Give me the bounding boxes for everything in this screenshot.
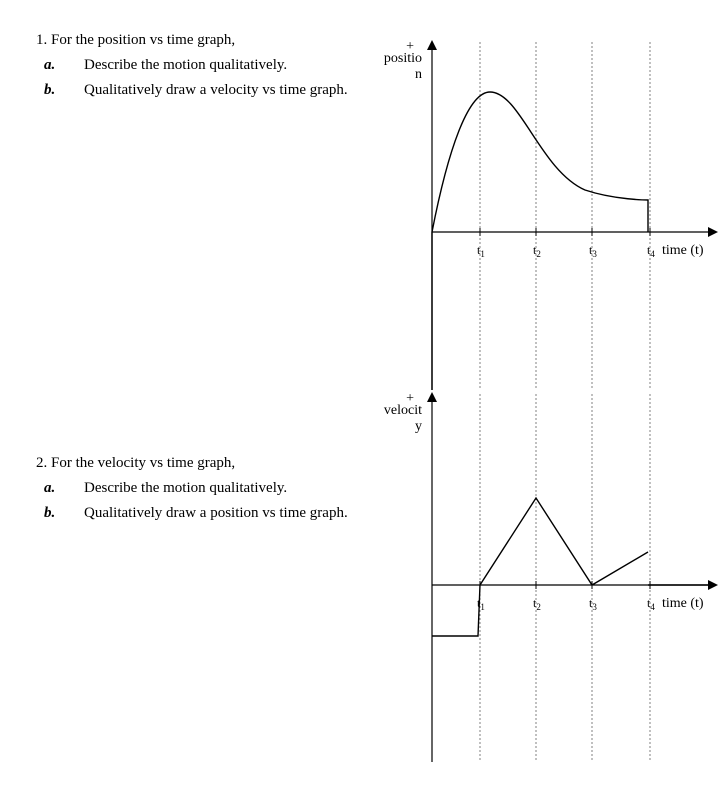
svg-text:+: + bbox=[406, 391, 414, 406]
svg-text:n: n bbox=[415, 67, 422, 82]
q1-b-text: Qualitatively draw a velocity vs time gr… bbox=[84, 80, 348, 101]
q2-b-letter: b. bbox=[44, 503, 60, 524]
q2-a-text: Describe the motion qualitatively. bbox=[84, 478, 287, 499]
q2-a-letter: a. bbox=[44, 478, 60, 499]
svg-text:t4: t4 bbox=[647, 243, 655, 259]
svg-text:t2: t2 bbox=[533, 596, 541, 612]
q1-stem: 1. For the position vs time graph, bbox=[36, 30, 406, 51]
svg-text:velocit: velocit bbox=[384, 403, 422, 418]
svg-text:time (t): time (t) bbox=[662, 243, 704, 258]
position-time-graph: t1t2t3t4time (t)+position bbox=[0, 0, 726, 785]
question-2: 2. For the velocity vs time graph, a. De… bbox=[36, 453, 426, 524]
svg-text:time (t): time (t) bbox=[662, 596, 704, 611]
svg-text:t1: t1 bbox=[477, 243, 485, 259]
q2-part-b: b. Qualitatively draw a position vs time… bbox=[44, 503, 426, 524]
q1-a-text: Describe the motion qualitatively. bbox=[84, 55, 287, 76]
q1-a-letter: a. bbox=[44, 55, 60, 76]
svg-text:t3: t3 bbox=[589, 243, 597, 259]
svg-text:+: + bbox=[406, 39, 414, 54]
q2-stem: 2. For the velocity vs time graph, bbox=[36, 453, 426, 474]
velocity-time-graph: t1t2t3t4time (t)+velocity bbox=[0, 0, 726, 785]
q1-b-letter: b. bbox=[44, 80, 60, 101]
q1-part-b: b. Qualitatively draw a velocity vs time… bbox=[44, 80, 406, 101]
svg-text:t2: t2 bbox=[533, 243, 541, 259]
svg-text:t4: t4 bbox=[647, 596, 655, 612]
svg-text:t1: t1 bbox=[477, 596, 485, 612]
question-1: 1. For the position vs time graph, a. De… bbox=[36, 30, 406, 101]
q2-part-a: a. Describe the motion qualitatively. bbox=[44, 478, 426, 499]
q2-b-text: Qualitatively draw a position vs time gr… bbox=[84, 503, 348, 524]
svg-text:t3: t3 bbox=[589, 596, 597, 612]
svg-text:y: y bbox=[415, 419, 422, 434]
q1-part-a: a. Describe the motion qualitatively. bbox=[44, 55, 406, 76]
